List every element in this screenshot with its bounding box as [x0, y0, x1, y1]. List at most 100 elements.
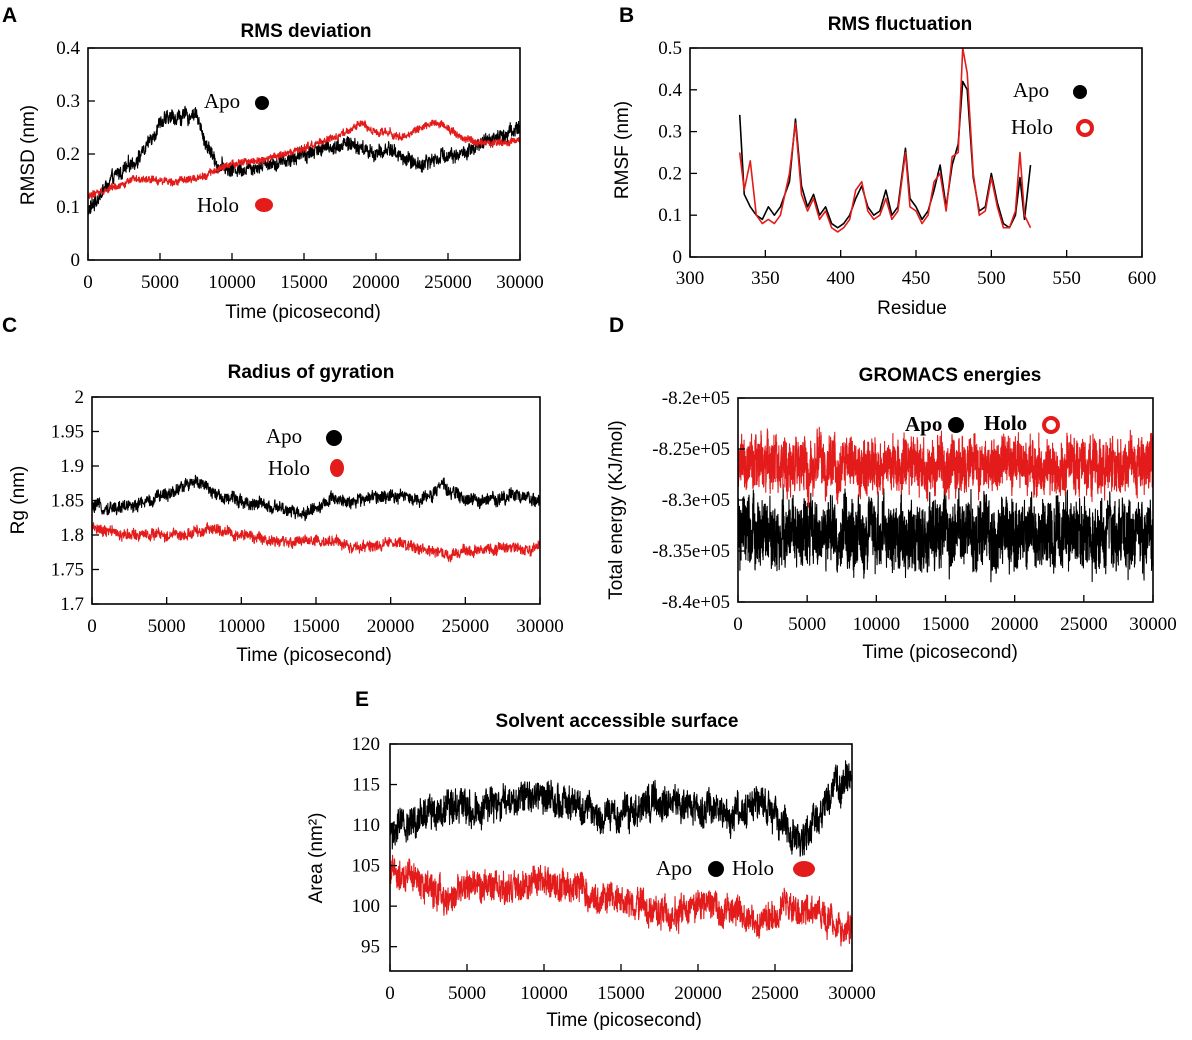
plot-frame [87, 47, 521, 261]
y-tick-label: 1.85 [51, 491, 84, 512]
legend: Apo Holo [197, 89, 273, 217]
x-tick-label: 20000 [367, 616, 415, 637]
y-tick-label: -8.3e+05 [662, 490, 730, 511]
x-tick-label: 0 [733, 614, 743, 635]
series-line-apo [738, 483, 1153, 583]
x-tick-label: 5000 [148, 616, 186, 637]
x-tick-label: 15000 [597, 983, 645, 1004]
y-tick-label: 105 [352, 856, 381, 877]
x-axis: 0 5000 10000 15000 20000 25000 30000 [385, 964, 876, 1004]
chart-title: GROMACS energies [859, 365, 1042, 386]
y-axis: -8.4e+05 -8.35e+05 -8.3e+05 -8.25e+05 -8.2e+… [652, 388, 745, 613]
legend-marker-apo [948, 417, 964, 433]
y-axis: 0 0.1 0.2 0.3 0.4 [56, 38, 95, 271]
y-tick-label: 0.4 [56, 38, 80, 59]
x-axis-label: Time (picosecond) [225, 302, 381, 323]
legend: Apo Holo [266, 424, 344, 480]
x-axis-label: Time (picosecond) [546, 1010, 702, 1031]
legend-marker-holo [330, 459, 344, 477]
y-tick-label: -8.35e+05 [652, 541, 730, 562]
legend-marker-holo [793, 861, 815, 877]
x-tick-label: 20000 [991, 614, 1039, 635]
legend-marker-apo [708, 861, 724, 877]
x-tick-label: 10000 [520, 983, 568, 1004]
series-line-holo [390, 854, 852, 947]
panel-letter: C [2, 314, 17, 337]
x-tick-label: 25000 [1060, 614, 1108, 635]
panel-d: D GROMACS energies Time (picosecond) Tot… [606, 314, 1177, 663]
x-axis: 0 5000 10000 15000 20000 25000 30000 [87, 597, 564, 637]
y-tick-label: -8.25e+05 [652, 439, 730, 460]
y-tick-label: 1.8 [60, 525, 84, 546]
y-tick-label: 0 [71, 250, 81, 271]
panel-e: E Solvent accessible surface Time (picos… [306, 688, 876, 1031]
series-line-holo [92, 522, 540, 563]
x-tick-label: 400 [826, 268, 855, 289]
y-tick-label: 0.1 [56, 197, 80, 218]
legend-label-holo: Holo [197, 193, 239, 217]
chart-title: RMS fluctuation [828, 14, 973, 35]
x-axis: 300 350 400 450 500 550 600 [676, 250, 1156, 289]
plot-area: 0 5000 10000 15000 20000 25000 30000 95 100 105 11… [352, 734, 876, 1004]
x-tick-label: 30000 [496, 272, 544, 293]
y-tick-label: 1.95 [51, 422, 84, 443]
x-axis: 0 5000 10000 15000 20000 25000 30000 [733, 595, 1177, 635]
chart-title: Solvent accessible surface [496, 711, 739, 732]
y-tick-label: 1.9 [60, 456, 84, 477]
y-tick-label: 0.5 [658, 38, 682, 59]
series-line-holo [738, 426, 1153, 508]
series-group [390, 760, 852, 947]
y-tick-label: 0.2 [658, 163, 682, 184]
x-axis-label: Residue [877, 298, 947, 319]
x-tick-label: 15000 [922, 614, 970, 635]
y-tick-label: 0.3 [658, 122, 682, 143]
panel-letter: D [609, 314, 624, 337]
y-tick-label: 2 [75, 387, 85, 408]
legend-marker-holo [255, 198, 273, 212]
plot-frame [737, 397, 1154, 603]
legend-label-apo: Apo [656, 856, 692, 880]
x-tick-label: 350 [751, 268, 780, 289]
series-line-apo [88, 105, 520, 216]
series-group [738, 48, 1032, 233]
series-line-holo [738, 48, 1032, 233]
y-tick-label: 0.3 [56, 91, 80, 112]
x-tick-label: 30000 [516, 616, 564, 637]
y-tick-label: 110 [352, 815, 380, 836]
plot-frame [389, 743, 853, 972]
x-tick-label: 300 [676, 268, 705, 289]
plot-frame [91, 396, 541, 605]
y-tick-label: 1.7 [60, 594, 84, 615]
legend-label-holo: Holo [984, 411, 1027, 435]
legend-marker-apo [1073, 85, 1087, 99]
x-tick-label: 0 [87, 616, 97, 637]
plot-frame [689, 47, 1143, 258]
plot-area: 0 5000 10000 15000 20000 25000 30000-8.4e+05-8… [652, 388, 1176, 635]
y-tick-label: 0.1 [658, 205, 682, 226]
x-tick-label: 25000 [424, 272, 472, 293]
legend-label-apo: Apo [1013, 78, 1049, 102]
panel-c: C Radius of gyration Time (picosecond) R… [2, 314, 564, 666]
panel-b: B RMS fluctuation Residue RMSF (nm) 300 3… [612, 4, 1156, 319]
y-axis-label: Total energy (KJ/mol) [606, 420, 627, 600]
series-group [738, 426, 1153, 583]
legend-marker-apo [326, 430, 342, 446]
y-axis: 1.7 1.75 1.8 1.85 1.9 1.95 2 [51, 387, 99, 615]
legend-marker-holo [1042, 416, 1060, 434]
plot-area: 300 350 400 450 500 550 600 0 0.1 0.2 0.3 0.4 0.5 [658, 38, 1156, 289]
legend-label-holo: Holo [732, 856, 774, 880]
chart-title: RMS deviation [241, 21, 372, 42]
y-tick-label: 100 [352, 896, 381, 917]
legend-label-apo: Apo [905, 412, 942, 436]
x-tick-label: 30000 [828, 983, 876, 1004]
series-line-apo [92, 474, 540, 522]
x-tick-label: 30000 [1129, 614, 1177, 635]
x-axis-label: Time (picosecond) [862, 642, 1018, 663]
x-tick-label: 20000 [674, 983, 722, 1004]
x-tick-label: 5000 [141, 272, 179, 293]
series-group [88, 105, 520, 216]
legend-marker-holo [1076, 119, 1094, 137]
legend: Apo Holo [1011, 78, 1094, 139]
y-axis-label: Area (nm²) [306, 813, 327, 904]
